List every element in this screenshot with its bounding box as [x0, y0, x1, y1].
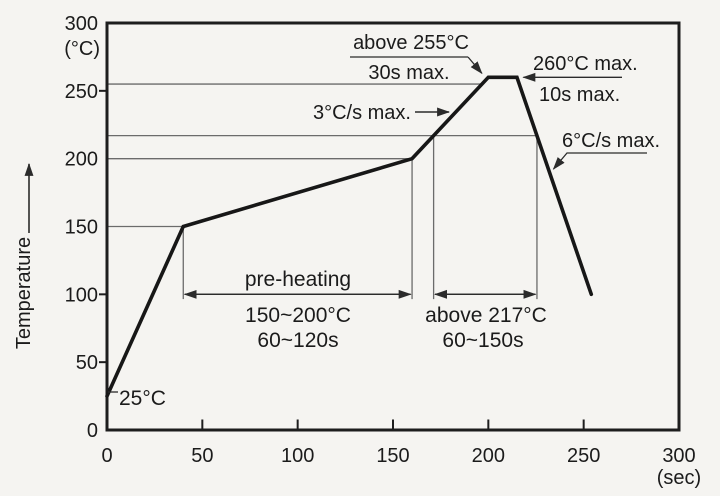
axes-frame-layer: 0 50 100 150 200 250 300 0 50 100 150 200 250 300 (°C)…	[13, 13, 701, 489]
annotation-above-255-leader-arrow	[467, 56, 483, 75]
y-tick-label-150: 150	[65, 217, 98, 239]
annotation-260-max-label: 260°C max.	[533, 53, 638, 75]
y-axis-title: Temperature	[13, 237, 35, 349]
y-tick-label-300: 300	[65, 13, 98, 35]
annotation-above-217-range: above 217°C	[425, 304, 547, 327]
x-axis-unit-label: (sec)	[657, 467, 701, 489]
annotation-ramp-down-label: 6°C/s max.	[562, 130, 660, 152]
annotation-ramp-down-leader-arrow	[552, 152, 647, 170]
annotation-above-255-label: above 255°C	[353, 32, 469, 54]
annotation-30s-max-label: 30s max.	[368, 62, 449, 84]
annotation-preheating-label: pre-heating	[245, 268, 351, 291]
reference-lines-layer	[107, 83, 538, 300]
annotation-preheating-range: 150~200°C	[245, 304, 351, 327]
curve-layer	[105, 75, 594, 398]
annotation-ramp-up-label: 3°C/s max.	[313, 102, 411, 124]
x-tick-label-0: 0	[101, 445, 112, 467]
x-tick-label-300: 300	[662, 445, 695, 467]
y-tick-label-250: 250	[65, 81, 98, 103]
annotation-preheating-duration: 60~120s	[257, 329, 338, 352]
temperature-profile	[105, 75, 594, 398]
y-tick-label-0: 0	[87, 420, 98, 442]
x-tick-label-250: 250	[567, 445, 600, 467]
x-tick-label-150: 150	[376, 445, 409, 467]
annotations-layer: above 255°C 30s max. 260°C max. 10s max. 3°C…	[108, 32, 660, 410]
y-tick-label-100: 100	[65, 284, 98, 306]
y-tick-label-200: 200	[65, 149, 98, 171]
x-tick-label-100: 100	[281, 445, 314, 467]
annotation-start-temp: 25°C	[119, 387, 166, 410]
y-tick-label-50: 50	[76, 352, 98, 374]
annotation-10s-max-label: 10s max.	[539, 84, 620, 106]
x-tick-label-200: 200	[472, 445, 505, 467]
plot-frame	[105, 21, 681, 432]
y-axis-unit-label: (°C)	[64, 38, 100, 60]
x-tick-label-50: 50	[191, 445, 213, 467]
annotation-above-217-duration: 60~150s	[442, 329, 523, 352]
